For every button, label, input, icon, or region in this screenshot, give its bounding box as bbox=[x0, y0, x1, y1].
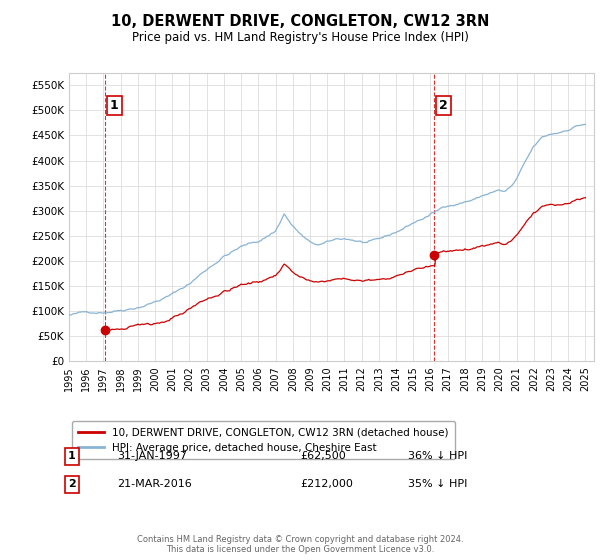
Text: 31-JAN-1997: 31-JAN-1997 bbox=[117, 451, 187, 461]
Text: £212,000: £212,000 bbox=[300, 479, 353, 489]
Text: 2: 2 bbox=[439, 99, 448, 112]
Text: Contains HM Land Registry data © Crown copyright and database right 2024.
This d: Contains HM Land Registry data © Crown c… bbox=[137, 535, 463, 554]
Text: 2: 2 bbox=[68, 479, 76, 489]
Text: 10, DERWENT DRIVE, CONGLETON, CW12 3RN: 10, DERWENT DRIVE, CONGLETON, CW12 3RN bbox=[111, 14, 489, 29]
Legend: 10, DERWENT DRIVE, CONGLETON, CW12 3RN (detached house), HPI: Average price, det: 10, DERWENT DRIVE, CONGLETON, CW12 3RN (… bbox=[71, 421, 455, 459]
Text: 36% ↓ HPI: 36% ↓ HPI bbox=[408, 451, 467, 461]
Text: Price paid vs. HM Land Registry's House Price Index (HPI): Price paid vs. HM Land Registry's House … bbox=[131, 31, 469, 44]
Text: 35% ↓ HPI: 35% ↓ HPI bbox=[408, 479, 467, 489]
Text: 21-MAR-2016: 21-MAR-2016 bbox=[117, 479, 192, 489]
Text: 1: 1 bbox=[110, 99, 119, 112]
Text: £62,500: £62,500 bbox=[300, 451, 346, 461]
Text: 1: 1 bbox=[68, 451, 76, 461]
